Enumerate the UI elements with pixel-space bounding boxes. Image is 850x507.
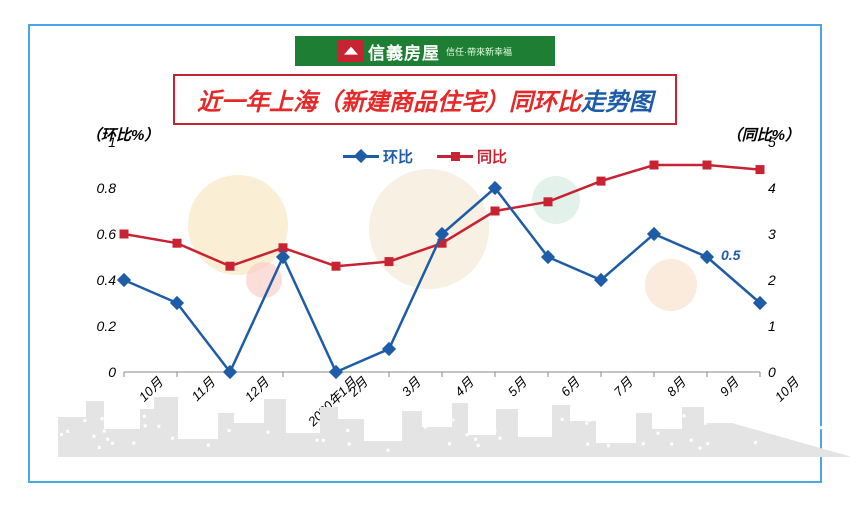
legend-line-icon — [437, 155, 473, 158]
title-part1: 近一年上海（新建商品住宅）同环比 — [197, 89, 581, 116]
legend: 环比 同比 — [343, 146, 507, 167]
y-left-tick: 0.8 — [97, 180, 116, 196]
y-right-tick: 5 — [768, 134, 776, 150]
y-left-tick: 0 — [108, 364, 116, 380]
diamond-marker-icon — [354, 149, 368, 163]
logo-brand-text: 信義房屋 — [368, 39, 440, 64]
legend-label: 环比 — [383, 146, 413, 167]
chart-frame: 信義房屋 信任·帶來新幸福 近一年上海（新建商品住宅）同环比走势图 （环比%） … — [28, 24, 822, 483]
title-part2: 走势图 — [581, 89, 653, 116]
y-left-tick: 0.6 — [97, 226, 116, 242]
square-marker-icon — [451, 152, 460, 161]
y-right-tick: 3 — [768, 226, 776, 242]
chart-svg — [124, 142, 760, 372]
y-left-tick: 1 — [108, 134, 116, 150]
chart-title: 近一年上海（新建商品住宅）同环比走势图 — [173, 74, 677, 125]
house-logo-icon — [338, 40, 364, 62]
legend-item-tongbi: 同比 — [437, 146, 507, 167]
y-right-tick: 4 — [768, 180, 776, 196]
y-right-tick: 0 — [768, 364, 776, 380]
logo-banner: 信義房屋 信任·帶來新幸福 — [295, 36, 555, 66]
y-right-tick: 1 — [768, 318, 776, 334]
legend-item-huanbi: 环比 — [343, 146, 413, 167]
data-point-label: 0.5 — [721, 247, 740, 263]
plot-area: 00.20.40.60.81 012345 10月11月12月2020年1月2月… — [124, 142, 760, 372]
skyline-decoration — [58, 381, 850, 457]
y-left-tick: 0.2 — [97, 318, 116, 334]
legend-line-icon — [343, 155, 379, 158]
legend-label: 同比 — [477, 146, 507, 167]
y-right-tick: 2 — [768, 272, 776, 288]
logo-tagline: 信任·帶來新幸福 — [446, 45, 512, 58]
y-left-tick: 0.4 — [97, 272, 116, 288]
